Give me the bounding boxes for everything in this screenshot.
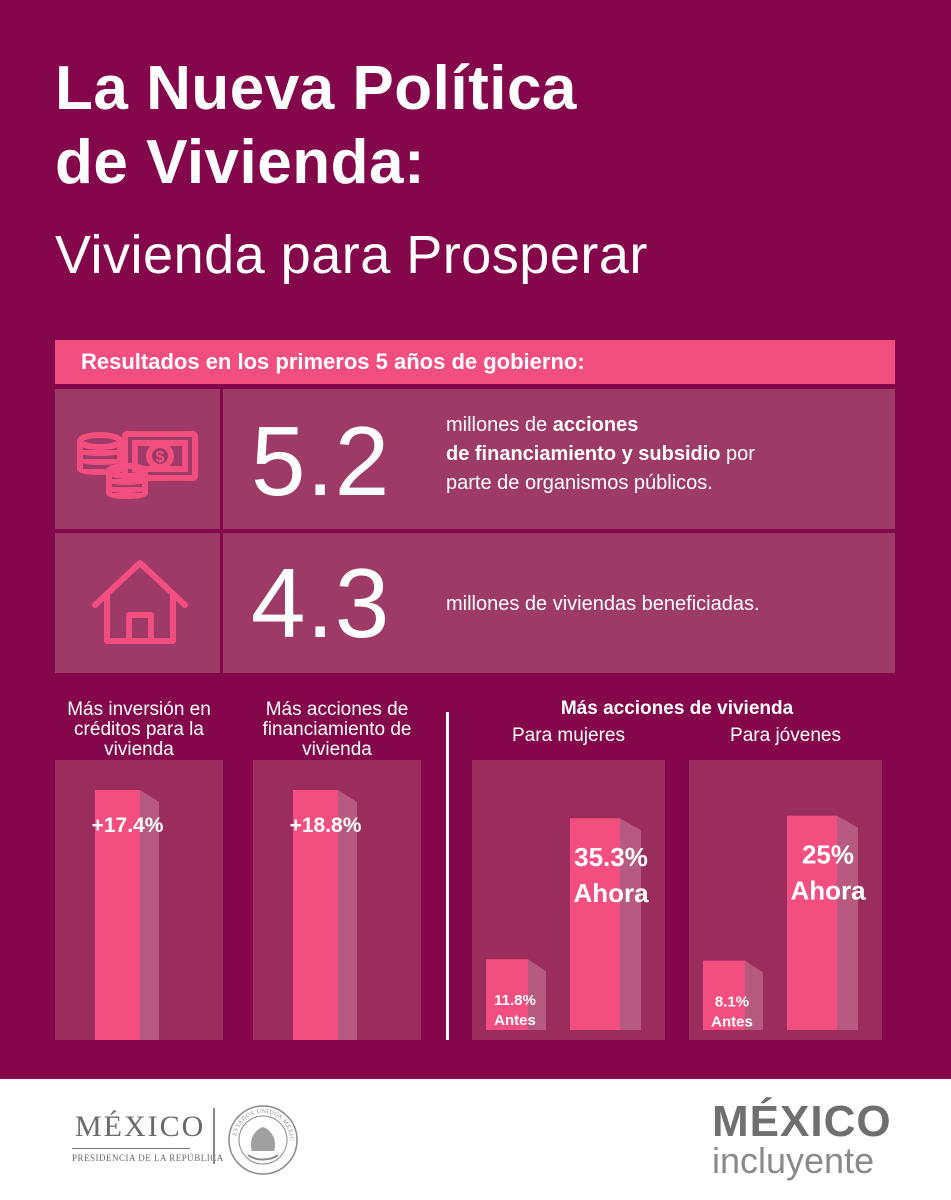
stat-1-desc-c: de financiamiento y subsidio (446, 443, 721, 465)
chart-2-title: Más acciones de financiamiento de vivien… (253, 700, 421, 760)
svg-text:$: $ (156, 449, 165, 466)
stat-1-value-cell: 5.2 millones de acciones de financiamien… (223, 389, 895, 529)
chart-2-title-l1: Más acciones de (265, 699, 409, 720)
chart-2-bar-side (338, 790, 357, 1040)
chart-3-value-label-antes: 11.8% (494, 992, 536, 1009)
chart-1-title-l1: Más inversión en (67, 699, 211, 720)
brand-mexico: MÉXICO (712, 1097, 892, 1146)
chart-3-bar-antes-front (486, 959, 528, 1030)
logo-rule (72, 1148, 190, 1149)
chart-3-bar-antes-side (528, 959, 546, 1030)
chart-3-value-label-ahora: 35.3% (574, 842, 648, 872)
stat-2-value: 4.3 (251, 548, 391, 658)
chart-4-bar-ahora-side (837, 815, 858, 1030)
chart-3-subtitle: Para mujeres (512, 725, 625, 746)
chart-2-title-l2: financiamiento de (262, 719, 412, 740)
chart-4-category-label-ahora: Ahora (790, 876, 866, 906)
chart-1-title: Más inversión en créditos para la vivien… (55, 700, 223, 760)
chart-4-value-label-antes: 8.1% (715, 994, 749, 1011)
chart-4-value-label-ahora: 25% (802, 840, 854, 870)
stat-1-desc-e: parte de organismos públicos. (446, 472, 713, 494)
chart-3-4-title: Más acciones de vivienda (560, 698, 794, 719)
chart-2-bar-front (293, 790, 338, 1040)
chart-4-subtitle: Para jóvenes (730, 725, 841, 746)
national-seal-icon: ESTADOS UNIDOS MEXICANOS (226, 1103, 298, 1175)
banner-text: Resultados en los primeros 5 años de gob… (81, 349, 585, 374)
title-line-1: La Nueva Política (55, 54, 577, 123)
chart-1-bar-front (95, 790, 140, 1040)
chart-3-bar-ahora-front (570, 818, 620, 1030)
chart-4-bar-ahora-front (787, 815, 837, 1030)
chart-2-title-l3: vivienda (302, 739, 372, 760)
title-line-2: de Vivienda: (55, 128, 426, 197)
divider-line (446, 712, 449, 1040)
chart-3-bar-ahora-side (620, 818, 641, 1030)
stat-2-icon-cell (55, 533, 220, 673)
stat-1-desc-d: por (720, 443, 755, 465)
chart-2-value-label: +18.8% (290, 814, 362, 837)
stat-1-description: millones de acciones de financiamiento y… (446, 411, 886, 498)
footer (0, 1079, 951, 1200)
brand-incluyente: incluyente (712, 1140, 875, 1181)
results-banner: Resultados en los primeros 5 años de gob… (55, 340, 895, 384)
house-icon (92, 560, 188, 644)
mexico-logo-title: MÉXICO (75, 1110, 206, 1143)
chart-1-title-l3: vivienda (104, 739, 174, 760)
stat-2-description: millones de viviendas beneficiadas. (446, 593, 760, 615)
stat-1-value: 5.2 (251, 406, 391, 516)
logo-separator (213, 1108, 215, 1164)
mexico-logo-subtitle: PRESIDENCIA DE LA REPÚBLICA (72, 1153, 224, 1163)
chart-4-category-label-antes: Antes (711, 1014, 753, 1031)
chart-1-bar-side (140, 790, 159, 1040)
chart-3-category-label-antes: Antes (494, 1012, 536, 1029)
chart-4-bar-antes-side (745, 960, 763, 1030)
stat-1-desc-a: millones de (446, 414, 553, 436)
chart-1-title-l2: créditos para la (74, 719, 204, 740)
money-coins-icon: $ (77, 431, 198, 499)
stat-1-desc-b: acciones (552, 414, 639, 436)
stat-1-icon-cell: $ (55, 389, 220, 529)
stat-2-value-cell: 4.3 millones de viviendas beneficiadas. (223, 533, 895, 673)
bar-charts: +17.4% +18.8% 11.8% Antes 35.3% Ahora 8.1% Ante… (55, 760, 882, 1040)
subtitle: Vivienda para Prosperar (55, 225, 648, 285)
chart-1-value-label: +17.4% (92, 814, 164, 837)
chart-4-bar-antes-front (703, 960, 745, 1030)
chart-3-category-label-ahora: Ahora (573, 878, 649, 908)
